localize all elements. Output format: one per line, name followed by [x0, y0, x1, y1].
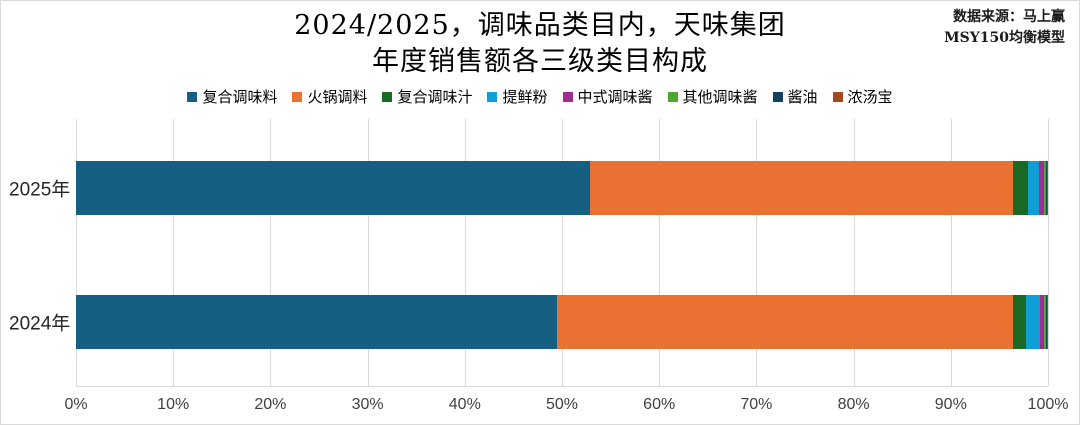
legend-item-3: 复合调味汁: [382, 86, 472, 107]
x-tick-100%: 100%: [1027, 396, 1069, 413]
legend-label: 火锅调料: [307, 88, 368, 106]
gridline-70%: [756, 119, 758, 386]
gridline-50%: [562, 119, 563, 386]
legend-item-7: 酱油: [772, 86, 818, 107]
legend-item-4: 提鲜粉: [487, 86, 548, 107]
x-tick-60%: 60%: [643, 396, 676, 413]
chart-title-line1: 2024/2025，调味品类目内，天味集团: [294, 10, 786, 41]
bar-segment-提鲜粉: [1025, 295, 1041, 349]
legend-swatch-icon: [832, 91, 843, 102]
bar-segment-复合调味料: [76, 295, 558, 349]
data-source-note: 数据来源：马上赢 MSY150均衡模型: [944, 7, 1065, 49]
bar-segment-复合调味料: [76, 161, 591, 215]
bar-segment-酱油: [1046, 161, 1047, 215]
legend-swatch-icon: [292, 91, 303, 102]
gridline-20%: [270, 119, 272, 386]
bar-segment-复合调味汁: [1013, 161, 1028, 215]
legend-label: 中式调味酱: [577, 88, 653, 106]
gridline-0%: [76, 119, 77, 386]
source-line2: MSY150均衡模型: [944, 30, 1065, 46]
gridline-10%: [173, 119, 175, 386]
bar-segment-火锅调料: [590, 161, 1013, 215]
legend-swatch-icon: [187, 91, 198, 102]
gridline-40%: [464, 119, 466, 386]
source-line1: 数据来源：马上赢: [953, 9, 1065, 25]
bar-segment-其他调味酱: [1044, 161, 1047, 215]
legend-swatch-icon: [382, 91, 393, 102]
gridline-30%: [367, 119, 369, 386]
bar-segment-浓汤宝: [1047, 161, 1048, 215]
x-tick-30%: 30%: [351, 396, 384, 413]
legend-swatch-icon: [667, 91, 678, 102]
gridline-90%: [950, 119, 952, 386]
legend-label: 提鲜粉: [502, 88, 548, 106]
bar-segment-提鲜粉: [1027, 161, 1040, 215]
legend-item-6: 其他调味酱: [667, 86, 758, 107]
legend-label: 其他调味酱: [682, 88, 758, 106]
bar-2025年: [76, 161, 1048, 215]
gridline-80%: [853, 119, 855, 386]
legend-label: 复合调味料: [202, 88, 278, 106]
legend-swatch-icon: [487, 91, 498, 102]
bar-segment-其他调味酱: [1044, 295, 1046, 349]
x-tick-0%: 0%: [64, 396, 88, 413]
bar-2024年: [76, 295, 1048, 349]
legend-label: 浓汤宝: [847, 88, 893, 106]
x-tick-80%: 80%: [837, 396, 870, 413]
gridline-100%: [1048, 119, 1049, 386]
x-tick-50%: 50%: [545, 396, 579, 413]
plot-area: [76, 119, 1049, 387]
x-tick-40%: 40%: [448, 396, 481, 413]
chart-title: 2024/2025，调味品类目内，天味集团 年度销售额各三级类目构成: [1, 8, 1079, 80]
bar-segment-酱油: [1046, 295, 1047, 349]
bar-segment-复合调味汁: [1012, 295, 1026, 349]
legend-swatch-icon: [562, 91, 573, 102]
bar-segment-火锅调料: [557, 295, 1013, 349]
legend-item-1: 复合调味料: [187, 86, 277, 107]
legend-item-8: 浓汤宝: [832, 86, 893, 107]
category-label-2024年: 2024年: [9, 313, 71, 335]
chart-title-line2: 年度销售额各三级类目构成: [372, 46, 708, 77]
legend-swatch-icon: [772, 91, 783, 102]
legend-item-2: 火锅调料: [292, 86, 367, 107]
x-tick-90%: 90%: [934, 396, 967, 413]
bar-segment-浓汤宝: [1046, 295, 1048, 349]
bar-segment-中式调味酱: [1040, 295, 1045, 349]
bar-segment-中式调味酱: [1039, 161, 1045, 215]
legend-label: 酱油: [787, 88, 818, 106]
x-tick-70%: 70%: [740, 396, 773, 413]
legend: 复合调味料 火锅调料 复合调味汁 提鲜粉 中式调味酱 其他调味酱 酱油 浓汤宝: [1, 86, 1079, 107]
gridline-60%: [659, 119, 661, 386]
legend-item-5: 中式调味酱: [562, 86, 653, 107]
x-tick-10%: 10%: [157, 396, 190, 413]
category-label-2025年: 2025年: [9, 179, 71, 201]
x-tick-20%: 20%: [254, 396, 287, 413]
legend-label: 复合调味汁: [397, 88, 473, 106]
